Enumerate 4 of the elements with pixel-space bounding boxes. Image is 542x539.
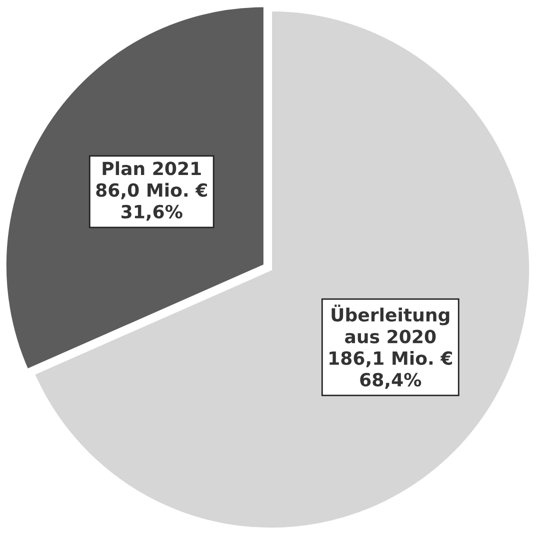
data-label: 86,0 Mio. € 31,6% <box>96 182 207 221</box>
slice-label: Überleitung aus 2020 <box>332 304 450 344</box>
data-label: 186,1 Mio. € 68,4% <box>330 350 452 389</box>
slice-label: Plan 2021 <box>102 161 201 176</box>
